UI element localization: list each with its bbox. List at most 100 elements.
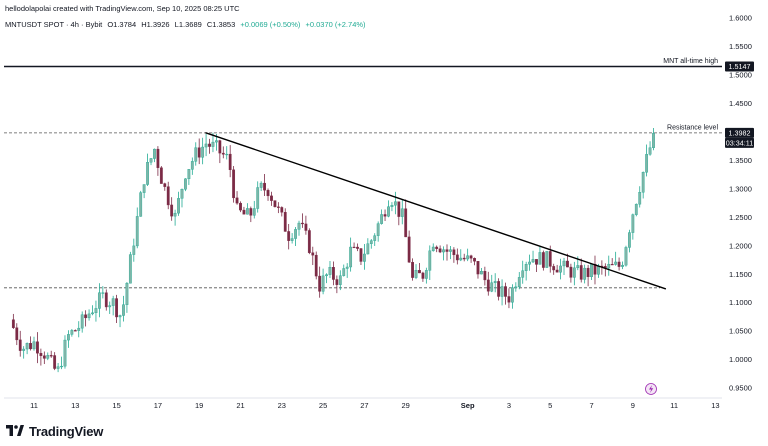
candle [166, 181, 170, 210]
candle [552, 263, 556, 275]
candle-body [235, 197, 239, 204]
time-axis[interactable]: 11 13 15 17 19 21 23 25 27 29 Sep 3 5 7 9 11 13 [30, 401, 720, 410]
candle [579, 258, 583, 283]
candle-body [597, 265, 600, 275]
candle [252, 200, 256, 219]
candle-body [652, 133, 655, 148]
candle-body [397, 201, 401, 217]
price-tick-label: 1.2000 [729, 241, 752, 250]
candle-body [36, 341, 39, 354]
candle [462, 253, 466, 262]
candle [583, 264, 587, 284]
candle-body [190, 161, 194, 170]
candle-body [97, 292, 101, 309]
date-tick-label: 19 [195, 401, 203, 410]
candle-body [645, 154, 649, 173]
candle [424, 267, 428, 284]
chart-credit: hellodolapolai created with TradingView.… [5, 4, 240, 13]
candle [159, 166, 163, 184]
candle [363, 243, 366, 270]
candle [541, 250, 545, 271]
candle-body [335, 279, 339, 285]
candle-body [455, 254, 459, 261]
candle-body [301, 222, 304, 225]
candle [128, 251, 132, 284]
candle-body [648, 147, 652, 155]
candle-body [332, 267, 335, 280]
candle [118, 314, 122, 328]
candle-body [363, 253, 366, 262]
candle-body [159, 167, 163, 184]
candle-body [641, 172, 645, 193]
price-tick-label: 1.4500 [729, 99, 752, 108]
price-tick-label: 1.3500 [729, 156, 752, 165]
candle-body [146, 162, 149, 185]
symbol-label[interactable]: MNTUSDT SPOT · 4h · Bybit [5, 20, 103, 29]
candle [652, 127, 655, 151]
high-value: H1.3926 [141, 20, 170, 29]
candle [455, 248, 459, 265]
candle-body [545, 251, 549, 268]
candle [387, 200, 390, 218]
candle-body [407, 236, 411, 263]
candle [332, 261, 335, 286]
candle [466, 248, 470, 262]
candle [15, 323, 19, 346]
event-marker[interactable] [645, 383, 657, 395]
candle-body [56, 366, 60, 369]
candle-body [541, 252, 545, 268]
candle-body [504, 286, 507, 297]
candle [149, 157, 153, 166]
candle [177, 191, 180, 216]
candle-body [239, 202, 242, 211]
lightning-event-icon[interactable] [645, 383, 657, 395]
candle-body [115, 298, 119, 318]
candle-body [486, 279, 490, 292]
candle [493, 273, 497, 293]
candle [442, 246, 445, 261]
candle [239, 201, 242, 213]
candle-body [215, 140, 218, 143]
candle-body [507, 296, 511, 303]
candle [77, 321, 81, 338]
candle-body [376, 223, 380, 236]
candle [438, 245, 442, 254]
candle [328, 260, 332, 279]
candle [428, 245, 432, 281]
price-tick-label: 1.5500 [729, 42, 752, 51]
candle [115, 294, 119, 323]
candle [449, 246, 452, 260]
candle [535, 259, 538, 273]
candle-body [135, 216, 139, 247]
candle-body [314, 254, 318, 277]
candle-body [369, 240, 373, 244]
candle [42, 351, 46, 365]
candle-body [359, 248, 363, 262]
price-tag: 1.5147 [725, 61, 754, 72]
candle-body [404, 208, 408, 238]
candle [414, 264, 418, 280]
candle [586, 264, 590, 287]
price-axis[interactable]: 0.9500 1.0000 1.0500 1.1000 1.1500 1.2000 1.25… [725, 14, 754, 393]
price-tick-label: 1.6000 [729, 14, 752, 23]
candle [349, 237, 353, 272]
candle-body [638, 192, 642, 205]
candle [459, 249, 463, 262]
candle-body [245, 208, 249, 215]
candle [473, 257, 476, 266]
candle [135, 207, 139, 249]
candle-body [531, 259, 535, 263]
candle-body [342, 268, 346, 276]
candle [91, 305, 94, 316]
candle [531, 250, 535, 263]
date-tick-label: 5 [548, 401, 552, 410]
candle-body [428, 250, 432, 271]
candle [221, 146, 225, 159]
date-tick-label: 21 [236, 401, 244, 410]
candle-body [153, 148, 156, 159]
date-tick-label: 25 [319, 401, 327, 410]
level-label: Resistance level [667, 124, 718, 131]
candle [648, 141, 652, 156]
